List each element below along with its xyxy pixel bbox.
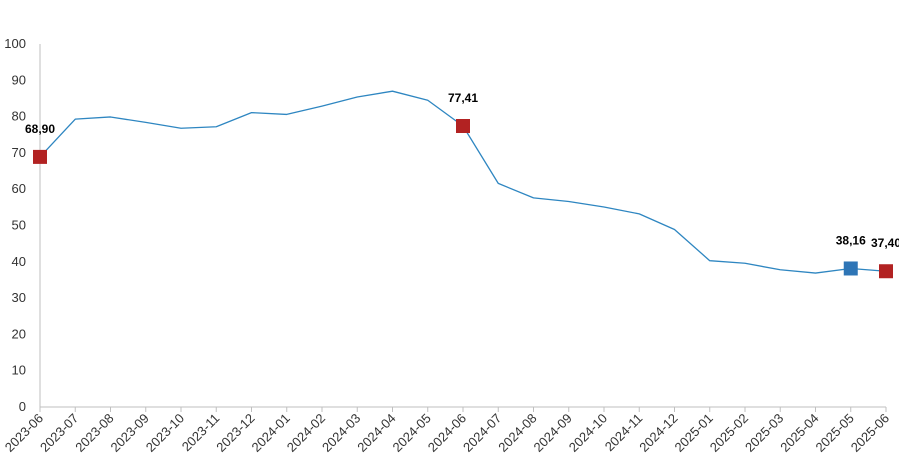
x-tick-label: 2025-04 — [777, 411, 821, 455]
y-tick-label: 30 — [12, 290, 26, 305]
x-tick-marks — [39, 407, 887, 412]
x-tick-label: 2025-01 — [672, 411, 716, 455]
y-tick-label: 10 — [12, 363, 26, 378]
data-point-marker — [33, 149, 47, 164]
x-tick-label: 2024-12 — [636, 411, 680, 455]
x-tick-label: 2023-12 — [213, 411, 257, 455]
x-tick-label: 2024-06 — [425, 411, 469, 455]
y-tick-label: 80 — [12, 109, 26, 124]
data-point-marker — [843, 261, 858, 276]
x-tick-label: 2024-01 — [249, 411, 293, 455]
x-tick-label: 2024-05 — [390, 411, 434, 455]
y-tick-label: 0 — [19, 399, 26, 414]
y-tick-label: 60 — [12, 181, 26, 196]
data-label: 38,16 — [836, 233, 866, 247]
y-tick-label: 90 — [12, 72, 26, 87]
y-tick-label: 50 — [12, 218, 26, 233]
x-tick-label: 2024-03 — [319, 411, 363, 455]
series-line — [39, 90, 887, 274]
x-tick-label: 2023-06 — [2, 411, 46, 455]
x-tick-label: 2024-10 — [566, 411, 610, 455]
y-tick-labels: 0 10 20 30 40 50 60 70 80 90 100 — [4, 36, 26, 414]
x-tick-label: 2023-07 — [37, 411, 81, 455]
x-tick-label: 2024-08 — [495, 411, 539, 455]
y-tick-label: 100 — [4, 36, 26, 51]
data-label: 77,41 — [448, 91, 478, 105]
data-point-marker — [879, 264, 893, 279]
x-tick-label: 2025-03 — [742, 411, 786, 455]
x-tick-label: 2025-06 — [848, 411, 892, 455]
x-tick-label: 2024-04 — [354, 411, 398, 455]
x-tick-label: 2024-07 — [460, 411, 504, 455]
x-tick-label: 2025-05 — [813, 411, 857, 455]
y-tick-label: 70 — [12, 145, 26, 160]
x-tick-label: 2023-09 — [108, 411, 152, 455]
data-point-marker — [456, 119, 470, 134]
series-group — [39, 90, 887, 274]
y-tick-label: 20 — [12, 326, 26, 341]
data-label: 68,90 — [25, 122, 55, 136]
data-label-group: 68,90 77,41 38,16 37,40 — [25, 91, 899, 250]
x-tick-label: 2023-10 — [143, 411, 187, 455]
x-tick-label: 2024-09 — [531, 411, 575, 455]
x-tick-label: 2023-08 — [72, 411, 116, 455]
x-tick-label: 2024-02 — [284, 411, 328, 455]
marker-group — [33, 119, 893, 279]
y-tick-label: 40 — [12, 254, 26, 269]
data-label: 37,40 — [871, 236, 899, 250]
x-tick-label: 2025-02 — [707, 411, 751, 455]
